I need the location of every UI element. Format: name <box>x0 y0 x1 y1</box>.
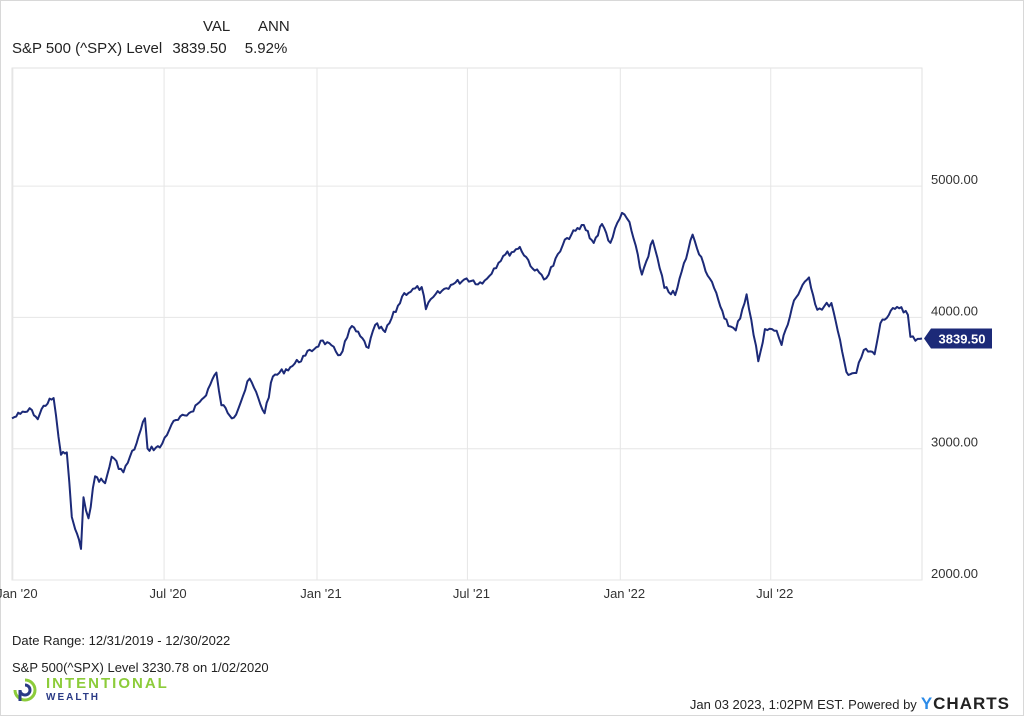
legend-value: 3839.50 <box>172 40 227 57</box>
last-value-marker-bg <box>924 328 992 349</box>
x-tick-label: Jul '22 <box>756 586 793 601</box>
logo-mark-icon <box>13 678 37 701</box>
y-tick-label: 2000.00 <box>931 566 978 581</box>
ycharts-logo-y: Y <box>920 694 934 713</box>
last-value-marker: 3839.50 <box>924 328 992 349</box>
x-tick-label: Jul '21 <box>453 586 490 601</box>
y-tick-label: 4000.00 <box>931 303 978 318</box>
y-tick-label: 5000.00 <box>931 172 978 187</box>
legend-row[interactable]: S&P 500 (^SPX) Level 3839.50 5.92% <box>12 40 287 57</box>
ycharts-logo[interactable]: YCHARTS <box>921 694 1010 714</box>
series-line-sp500 <box>11 211 923 550</box>
date-range: Date Range: 12/31/2019 - 12/30/2022 <box>12 633 231 648</box>
start-value-note: S&P 500(^SPX) Level 3230.78 on 1/02/2020 <box>12 660 269 675</box>
legend-series-name: S&P 500 (^SPX) Level <box>12 40 163 57</box>
logo-line1: INTENTIONAL <box>46 675 169 692</box>
x-tick-label: Jul '20 <box>149 586 186 601</box>
legend-header-ann: ANN <box>258 18 290 35</box>
x-tick-label: Jan '21 <box>300 586 342 601</box>
legend-annualized: 5.92% <box>244 40 288 57</box>
powered-by: Jan 03 2023, 1:02PM EST. Powered by YCHA… <box>690 694 1010 714</box>
ycharts-logo-rest: CHARTS <box>933 694 1010 713</box>
intentional-wealth-logo: INTENTIONAL WEALTH <box>12 676 169 703</box>
timestamp: Jan 03 2023, 1:02PM EST. Powered by <box>689 696 917 712</box>
legend-header-val: VAL <box>203 18 231 35</box>
last-value-label: 3839.50 <box>939 332 986 347</box>
y-tick-label: 3000.00 <box>931 435 978 450</box>
logo-line2: WEALTH <box>46 692 101 703</box>
x-tick-label: Jan '20 <box>0 586 38 601</box>
x-tick-label: Jan '22 <box>604 586 646 601</box>
